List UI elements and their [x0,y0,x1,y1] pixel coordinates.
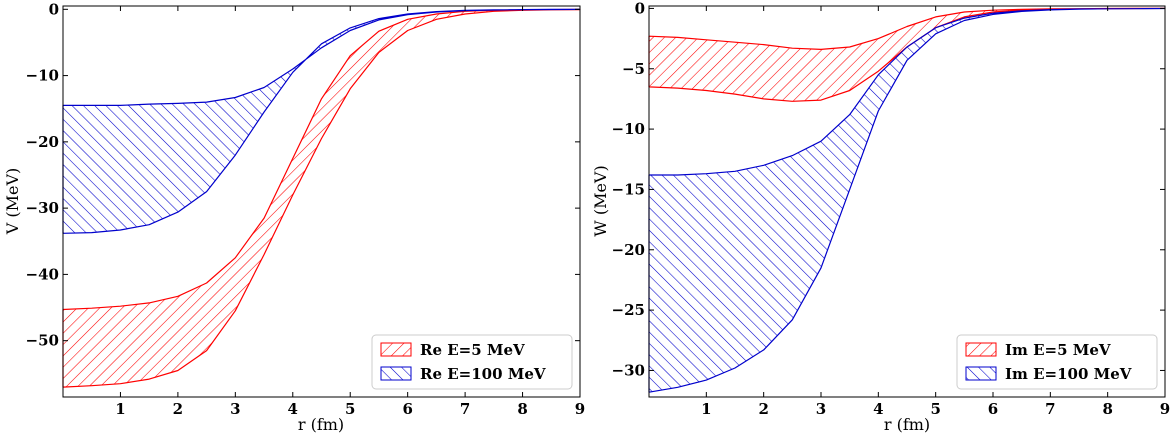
panel-imaginary-potential: 1 2 3 4 5 6 7 8 9 0 −5 −10 −15 −20 −25 −30 r (fm) W (Me… [591,0,1170,434]
x-tick-label: 4 [288,400,298,418]
ticks-real: 1 2 3 4 5 6 7 8 9 0 −10 −20 −30 −40 −50 [26,0,586,418]
legend-real: Re E=5 MeV Re E=100 MeV [371,334,573,390]
x-tick-label: 8 [517,400,527,418]
y-tick-label: −40 [26,265,59,283]
x-tick-label: 5 [345,400,355,418]
legend-label-re-100: Re E=100 MeV [420,365,546,383]
legend-swatch-im-100 [965,366,997,381]
legend-label-im-100: Im E=100 MeV [1005,365,1132,383]
x-tick-label: 1 [115,400,125,418]
y-tick-label: 0 [49,0,59,18]
band-im-e-100-mev [648,7,1166,393]
y-tick-label: −30 [26,199,59,217]
y-tick-label: −15 [612,180,645,198]
x-tick-label: 2 [758,400,768,418]
y-tick-label: −5 [622,60,645,78]
y-tick-label: −10 [26,67,59,85]
plot-frame-real [62,5,581,398]
x-axis-title-real: r (fm) [298,415,344,434]
bands-imaginary [648,7,1166,393]
legend-box-real [371,334,573,390]
y-tick-label: −25 [612,301,645,319]
plot-frame-imaginary [648,5,1166,398]
x-tick-label: 6 [988,400,998,418]
ticks-imaginary: 1 2 3 4 5 6 7 8 9 0 −5 −10 −15 −20 −25 −30 [612,0,1171,418]
x-tick-label: 4 [873,400,883,418]
x-tick-label: 1 [701,400,711,418]
y-tick-label: −20 [26,133,59,151]
y-axis-title-real: V (MeV) [3,168,22,236]
x-tick-label: 9 [575,400,585,418]
x-tick-label: 5 [930,400,940,418]
x-tick-label: 7 [1045,400,1055,418]
legend-imaginary: Im E=5 MeV Im E=100 MeV [956,334,1158,390]
y-axis-title-imaginary: W (MeV) [591,165,610,236]
x-tick-label: 3 [230,400,240,418]
x-tick-label: 2 [173,400,183,418]
y-tick-label: 0 [635,0,645,17]
x-tick-label: 7 [460,400,470,418]
legend-label-im-5: Im E=5 MeV [1005,341,1111,359]
legend-swatch-re-5 [380,342,412,357]
y-tick-label: −30 [612,361,645,379]
panel-real-potential: 1 2 3 4 5 6 7 8 9 0 −10 −20 −30 −40 −50 r (fm) V (MeV)… [3,0,585,434]
y-tick-label: −10 [612,120,645,138]
legend-label-re-5: Re E=5 MeV [420,341,525,359]
y-tick-label: −50 [26,332,59,350]
legend-swatch-re-100 [380,366,412,381]
legend-swatch-im-5 [965,342,997,357]
legend-box-imaginary [956,334,1158,390]
x-tick-label: 9 [1160,400,1170,418]
band-re-e-100-mev [62,8,581,234]
y-tick-label: −20 [612,241,645,259]
x-tick-label: 8 [1102,400,1112,418]
x-tick-label: 6 [402,400,412,418]
bands-real [62,8,581,388]
x-tick-label: 3 [816,400,826,418]
x-axis-title-imaginary: r (fm) [884,415,930,434]
